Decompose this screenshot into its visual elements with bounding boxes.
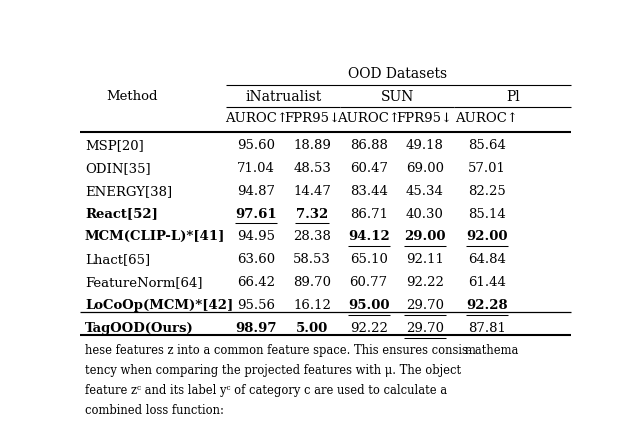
Text: iNatrualist: iNatrualist	[245, 90, 321, 103]
Text: 86.88: 86.88	[349, 139, 388, 152]
Text: 95.60: 95.60	[237, 139, 275, 152]
Text: 83.44: 83.44	[349, 185, 388, 198]
Text: 98.97: 98.97	[236, 322, 277, 335]
Text: combined loss function:: combined loss function:	[85, 404, 224, 417]
Text: 92.00: 92.00	[466, 230, 508, 243]
Text: 49.18: 49.18	[406, 139, 444, 152]
Text: 95.56: 95.56	[237, 299, 275, 312]
Text: 69.00: 69.00	[406, 162, 444, 175]
Text: 92.22: 92.22	[406, 276, 444, 289]
Text: AUROC↑: AUROC↑	[337, 112, 400, 125]
Text: OOD Datasets: OOD Datasets	[348, 67, 447, 81]
Text: AUROC↑: AUROC↑	[455, 112, 518, 125]
Text: Pl: Pl	[506, 90, 520, 103]
Text: 40.30: 40.30	[406, 207, 444, 220]
Text: Lhact[65]: Lhact[65]	[85, 253, 150, 266]
Text: 94.95: 94.95	[237, 230, 275, 243]
Text: AUROC↑: AUROC↑	[225, 112, 287, 125]
Text: 57.01: 57.01	[468, 162, 506, 175]
Text: 48.53: 48.53	[293, 162, 331, 175]
Text: FPR95↓: FPR95↓	[397, 112, 452, 125]
Text: 61.44: 61.44	[468, 276, 506, 289]
Text: 92.28: 92.28	[466, 299, 508, 312]
Text: 29.70: 29.70	[406, 322, 444, 335]
Text: 87.81: 87.81	[468, 322, 506, 335]
Text: 86.71: 86.71	[349, 207, 388, 220]
Text: FPR95↓: FPR95↓	[284, 112, 340, 125]
Text: ODIN[35]: ODIN[35]	[85, 162, 150, 175]
Text: 66.42: 66.42	[237, 276, 275, 289]
Text: hese features z into a common feature space. This ensures consis-: hese features z into a common feature sp…	[85, 343, 472, 356]
Text: 89.70: 89.70	[293, 276, 331, 289]
Text: 92.11: 92.11	[406, 253, 444, 266]
Text: 18.89: 18.89	[293, 139, 331, 152]
Text: 85.14: 85.14	[468, 207, 506, 220]
Text: 64.84: 64.84	[468, 253, 506, 266]
Text: 60.47: 60.47	[349, 162, 388, 175]
Text: 92.22: 92.22	[349, 322, 388, 335]
Text: 85.64: 85.64	[468, 139, 506, 152]
Text: 16.12: 16.12	[293, 299, 331, 312]
Text: 95.00: 95.00	[348, 299, 389, 312]
Text: React[52]: React[52]	[85, 207, 158, 220]
Text: 5.00: 5.00	[296, 322, 328, 335]
Text: 29.00: 29.00	[404, 230, 445, 243]
Text: 58.53: 58.53	[293, 253, 331, 266]
Text: feature zᶜ and its label yᶜ of category c are used to calculate a: feature zᶜ and its label yᶜ of category …	[85, 384, 447, 397]
Text: 28.38: 28.38	[293, 230, 331, 243]
Text: 63.60: 63.60	[237, 253, 275, 266]
Text: 94.87: 94.87	[237, 185, 275, 198]
Text: 94.12: 94.12	[348, 230, 390, 243]
Text: 82.25: 82.25	[468, 185, 506, 198]
Text: MSP[20]: MSP[20]	[85, 139, 144, 152]
Text: Method: Method	[106, 90, 158, 103]
Text: SUN: SUN	[381, 90, 414, 103]
Text: 7.32: 7.32	[296, 207, 328, 220]
Text: LoCoOp(MCM)*[42]: LoCoOp(MCM)*[42]	[85, 299, 233, 312]
Text: MCM(CLIP-L)*[41]: MCM(CLIP-L)*[41]	[85, 230, 225, 243]
Text: 71.04: 71.04	[237, 162, 275, 175]
Text: 29.70: 29.70	[406, 299, 444, 312]
Text: TagOOD(Ours): TagOOD(Ours)	[85, 322, 194, 335]
Text: tency when comparing the projected features with μ. The object: tency when comparing the projected featu…	[85, 364, 461, 377]
Text: 14.47: 14.47	[293, 185, 331, 198]
Text: ENERGY[38]: ENERGY[38]	[85, 185, 172, 198]
Text: 60.77: 60.77	[349, 276, 388, 289]
Text: 45.34: 45.34	[406, 185, 444, 198]
Text: 65.10: 65.10	[349, 253, 388, 266]
Text: mathema: mathema	[465, 343, 519, 356]
Text: 97.61: 97.61	[236, 207, 277, 220]
Text: FeatureNorm[64]: FeatureNorm[64]	[85, 276, 202, 289]
